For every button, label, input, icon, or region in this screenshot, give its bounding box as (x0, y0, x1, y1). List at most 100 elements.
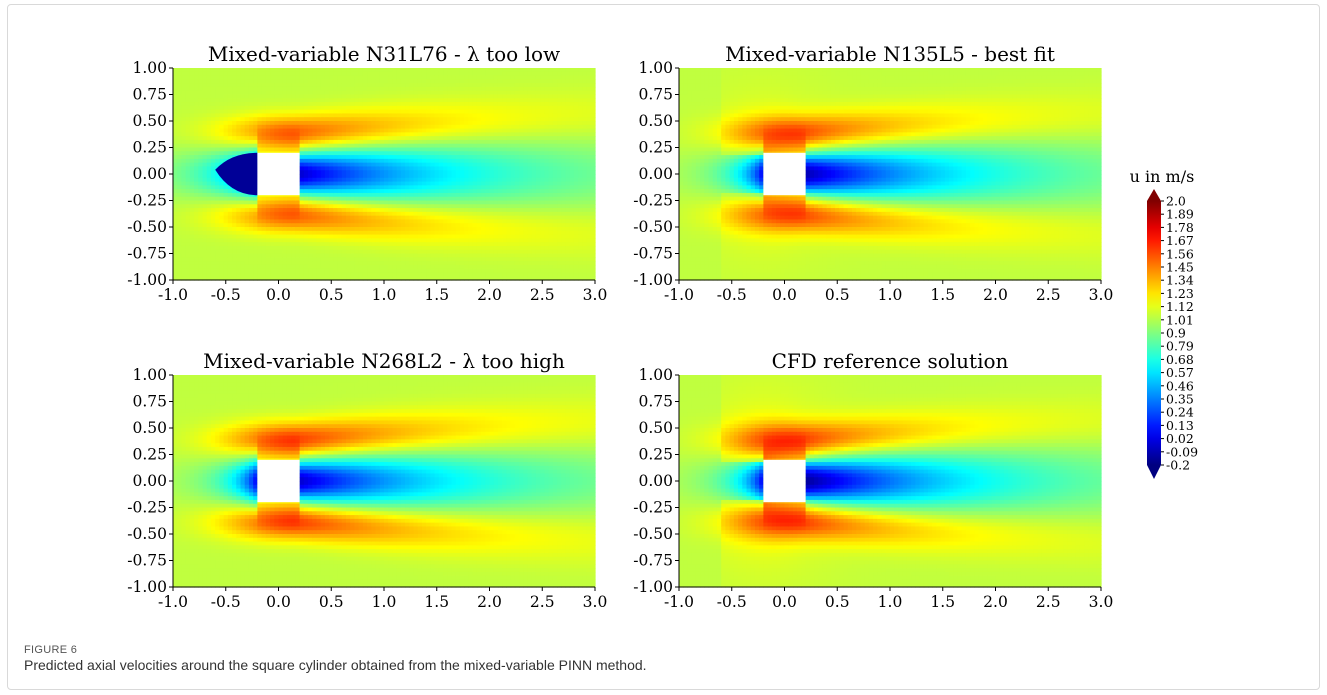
heatmap-cell (283, 204, 288, 208)
heatmap-cell (177, 182, 182, 186)
heatmap-cell (532, 144, 537, 148)
heatmap-cell (485, 227, 490, 231)
heatmap-cell (173, 91, 178, 95)
heatmap-cell (485, 272, 490, 276)
heatmap-cell (359, 113, 364, 117)
heatmap-cell (207, 269, 212, 273)
heatmap-cell (502, 197, 507, 201)
heatmap-cell (414, 166, 419, 170)
heatmap-cell (481, 79, 486, 83)
heatmap-cell (388, 185, 393, 189)
heatmap-cell (502, 117, 507, 121)
heatmap-cell (173, 254, 178, 258)
heatmap-cell (295, 238, 300, 242)
heatmap-cell (173, 132, 178, 136)
heatmap-cell (422, 95, 427, 99)
heatmap-cell (316, 189, 321, 193)
heatmap-cell (460, 204, 465, 208)
heatmap-cell (456, 272, 461, 276)
heatmap-cell (380, 79, 385, 83)
heatmap-cell (173, 212, 178, 216)
heatmap-cell (354, 246, 359, 250)
heatmap-cell (224, 238, 229, 242)
heatmap-cell (506, 265, 511, 269)
heatmap-cell (325, 170, 330, 174)
heatmap-cell (354, 189, 359, 193)
heatmap-cell (190, 242, 195, 246)
heatmap-cell (549, 76, 554, 80)
heatmap-cell (540, 110, 545, 114)
heatmap-cell (291, 95, 296, 99)
heatmap-cell (194, 235, 199, 239)
heatmap-cell (460, 155, 465, 159)
heatmap-cell (439, 72, 444, 76)
heatmap-cell (207, 91, 212, 95)
heatmap-cell (473, 110, 478, 114)
heatmap-cell (473, 91, 478, 95)
heatmap-cell (485, 151, 490, 155)
heatmap-cell (363, 182, 368, 186)
heatmap-cell (274, 121, 279, 125)
heatmap-cell (422, 121, 427, 125)
heatmap-cell (481, 132, 486, 136)
heatmap-cell (329, 79, 334, 83)
heatmap-cell (388, 265, 393, 269)
heatmap-cell (354, 166, 359, 170)
heatmap-cell (300, 91, 305, 95)
heatmap-cell (257, 72, 262, 76)
heatmap-cell (350, 144, 355, 148)
heatmap-cell (194, 113, 199, 117)
heatmap-cell (464, 178, 469, 182)
heatmap-cell (447, 132, 452, 136)
heatmap-cell (468, 246, 473, 250)
heatmap-cell (257, 265, 262, 269)
heatmap-cell (485, 204, 490, 208)
heatmap-cell (401, 83, 406, 87)
heatmap-cell (468, 106, 473, 110)
heatmap-cell (506, 208, 511, 212)
heatmap-cell (460, 231, 465, 235)
heatmap-cell (418, 106, 423, 110)
heatmap-cell (371, 204, 376, 208)
heatmap-cell (384, 227, 389, 231)
heatmap-cell (409, 155, 414, 159)
heatmap-cell (511, 178, 516, 182)
heatmap-cell (287, 269, 292, 273)
heatmap-cell (401, 254, 406, 258)
heatmap-cell (443, 231, 448, 235)
heatmap-cell (460, 102, 465, 106)
heatmap-cell (515, 189, 520, 193)
heatmap-cell (181, 197, 186, 201)
heatmap-cell (270, 72, 275, 76)
heatmap-cell (304, 79, 309, 83)
heatmap-cell (494, 132, 499, 136)
heatmap-cell (363, 219, 368, 223)
heatmap-cell (544, 182, 549, 186)
heatmap-cell (245, 76, 250, 80)
heatmap-cell (295, 148, 300, 152)
heatmap-cell (532, 265, 537, 269)
heatmap-cell (228, 148, 233, 152)
heatmap-cell (439, 174, 444, 178)
heatmap-cell (447, 144, 452, 148)
heatmap-cell (426, 125, 431, 129)
heatmap-cell (359, 257, 364, 261)
heatmap-cell (190, 231, 195, 235)
heatmap-cell (342, 178, 347, 182)
heatmap-cell (228, 121, 233, 125)
heatmap-cell (418, 102, 423, 106)
heatmap-cell (439, 148, 444, 152)
heatmap-cell (177, 83, 182, 87)
heatmap-cell (207, 98, 212, 102)
heatmap-cell (523, 132, 528, 136)
heatmap-cell (414, 144, 419, 148)
heatmap-cell (333, 163, 338, 167)
heatmap-cell (490, 219, 495, 223)
heatmap-cell (464, 132, 469, 136)
heatmap-cell (502, 148, 507, 152)
heatmap-cell (279, 204, 284, 208)
heatmap-cell (253, 219, 258, 223)
heatmap-cell (291, 254, 296, 258)
heatmap-cell (249, 87, 254, 91)
heatmap-cell (498, 125, 503, 129)
